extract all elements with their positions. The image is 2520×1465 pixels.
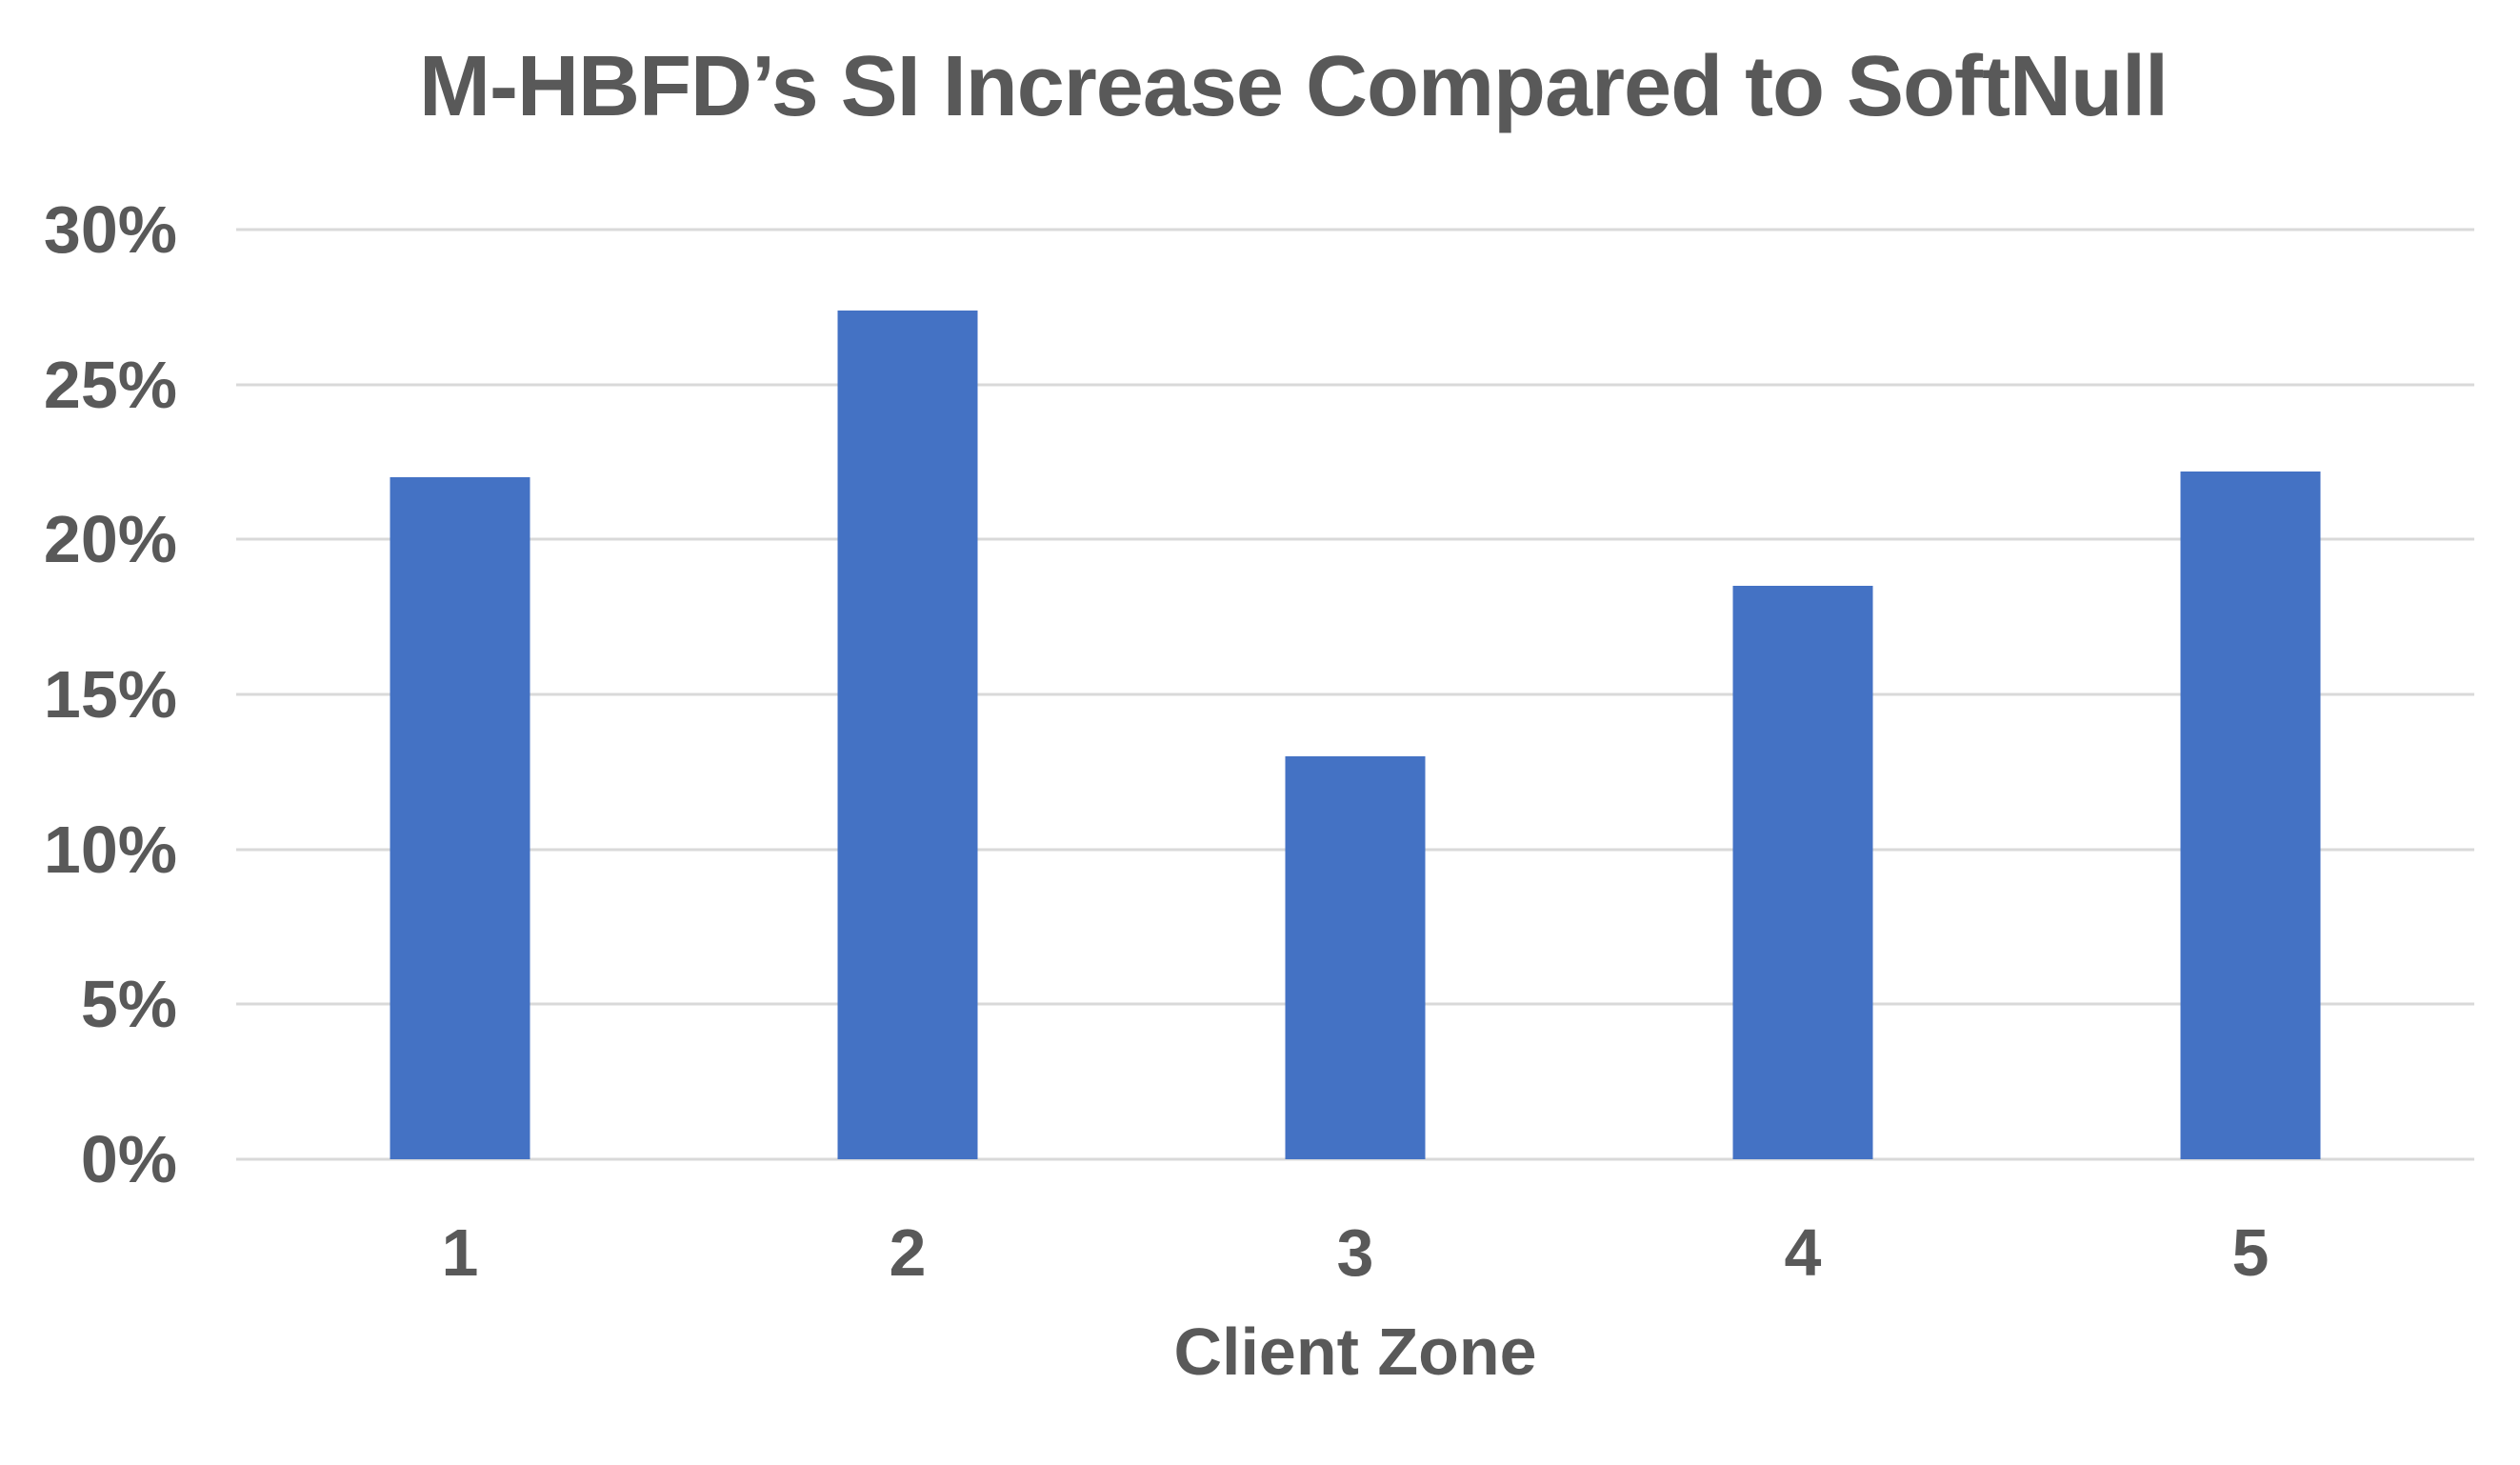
chart-title: M-HBFD’s SI Increase Compared to SoftNul… [419, 39, 2169, 134]
y-tick-label: 0% [80, 1122, 177, 1196]
y-tick-label: 25% [43, 347, 177, 422]
y-tick-label: 15% [43, 657, 177, 732]
gridline-0 [236, 1157, 2474, 1161]
bar-client-zone-4 [1732, 586, 1873, 1159]
gridline-25 [236, 383, 2474, 387]
bar-client-zone-1 [390, 477, 530, 1159]
x-tick-label: 1 [441, 1215, 479, 1290]
y-axis: 0% 5% 10% 15% 20% 25% 30% [0, 196, 177, 1193]
x-tick-label: 5 [2231, 1215, 2270, 1290]
x-tick-label: 3 [1336, 1215, 1374, 1290]
bar-slot [236, 230, 684, 1159]
bar-client-zone-2 [837, 310, 978, 1159]
y-tick-label: 5% [80, 967, 177, 1042]
bar-client-zone-3 [1285, 756, 1426, 1159]
gridline-20 [236, 537, 2474, 541]
gridline-30 [236, 228, 2474, 231]
bar-slot [1131, 230, 1579, 1159]
plot-area [236, 228, 2474, 1161]
y-tick-label: 20% [43, 502, 177, 577]
bar-client-zone-5 [2180, 471, 2321, 1159]
y-tick-label: 30% [43, 192, 177, 267]
bar-slot [2027, 230, 2474, 1159]
y-tick-label: 10% [43, 812, 177, 887]
bar-slot [1579, 230, 2027, 1159]
x-tick-label: 2 [889, 1215, 927, 1290]
x-tick-label: 4 [1784, 1215, 1822, 1290]
gridline-15 [236, 692, 2474, 696]
bar-slot [684, 230, 1131, 1159]
x-axis-title: Client Zone [1173, 1314, 1537, 1389]
